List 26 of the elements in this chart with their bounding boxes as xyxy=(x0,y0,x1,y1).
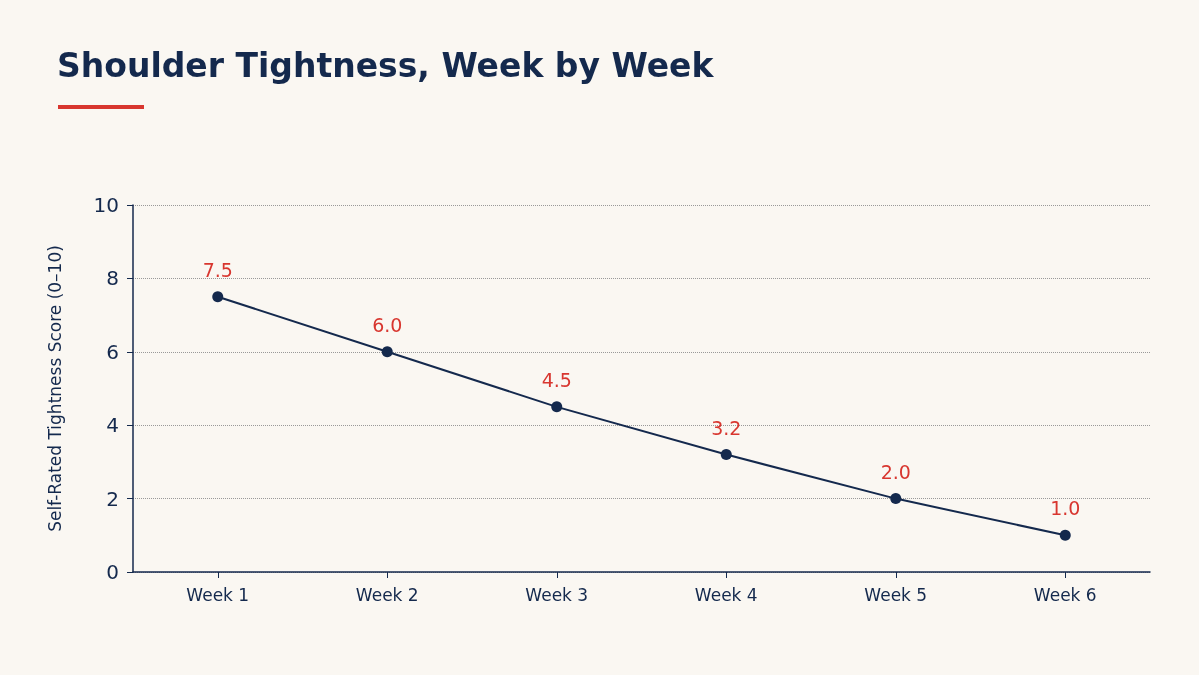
point xyxy=(551,401,563,413)
data-label: 4.5 xyxy=(541,368,572,391)
data-label: 6.0 xyxy=(372,313,403,336)
data-label: 2.0 xyxy=(880,460,911,483)
point xyxy=(212,291,224,303)
y-tick-label: 2 xyxy=(106,486,119,511)
x-tick-label: Week 2 xyxy=(355,584,419,605)
chart-title: Shoulder Tightness, Week by Week xyxy=(57,46,714,85)
y-tick-label: 6 xyxy=(106,339,119,364)
x-tick-label: Week 3 xyxy=(525,584,589,605)
y-tick-label: 10 xyxy=(93,193,119,217)
data-label: 7.5 xyxy=(202,258,233,281)
point xyxy=(1059,529,1071,541)
y-tick-label: 0 xyxy=(106,560,119,584)
data-label: 3.2 xyxy=(711,416,742,439)
point xyxy=(720,449,732,461)
y-tick-label: 8 xyxy=(106,266,119,291)
point xyxy=(890,493,902,505)
y-tick-label: 4 xyxy=(106,413,119,438)
point xyxy=(381,346,393,358)
x-tick-label: Week 5 xyxy=(864,584,928,605)
x-tick-label: Week 1 xyxy=(186,584,250,605)
x-tick-label: Week 6 xyxy=(1033,584,1097,605)
y-axis-title: Self-Rated Tightness Score (0–10) xyxy=(44,245,65,532)
x-tick-label: Week 4 xyxy=(694,584,758,605)
data-label: 1.0 xyxy=(1050,497,1081,520)
